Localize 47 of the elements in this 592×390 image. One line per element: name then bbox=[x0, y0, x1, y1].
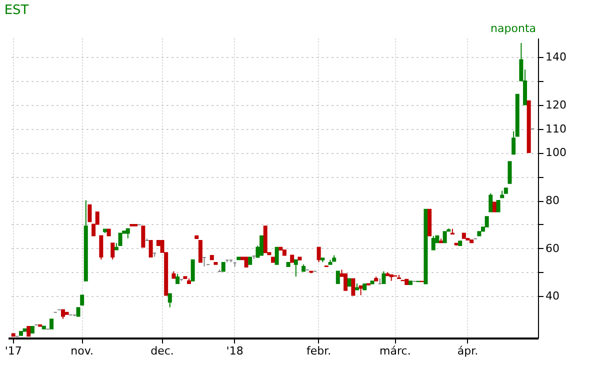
candlestick bbox=[442, 231, 447, 244]
y-tick-label: 110 bbox=[546, 122, 566, 136]
candlestick bbox=[60, 309, 65, 320]
y-tick-label: 40 bbox=[546, 290, 560, 303]
candlestick bbox=[294, 259, 298, 278]
candlestick bbox=[126, 228, 130, 239]
candlestick bbox=[488, 192, 493, 212]
candlestick bbox=[484, 216, 489, 228]
candlestick bbox=[274, 246, 279, 265]
x-tick-label: márc. bbox=[380, 344, 411, 358]
candlestick bbox=[382, 270, 386, 284]
y-tick-label: 100 bbox=[546, 146, 566, 160]
candlestick bbox=[141, 226, 146, 248]
candlestick bbox=[316, 246, 321, 263]
candlestick bbox=[508, 161, 512, 184]
candlestick bbox=[118, 232, 122, 246]
candlestick bbox=[336, 270, 340, 284]
candlestick bbox=[351, 278, 356, 296]
x-tick-label: nov. bbox=[70, 344, 94, 358]
candlestick bbox=[176, 273, 180, 284]
y-tick-label: 80 bbox=[546, 194, 560, 208]
y-tick-label: 140 bbox=[546, 50, 566, 64]
candlestick bbox=[492, 202, 496, 212]
candlestick bbox=[431, 235, 436, 250]
text: naponta bbox=[490, 22, 536, 35]
candlestick bbox=[244, 256, 248, 268]
candlestick bbox=[168, 293, 172, 308]
x-tick-label: '18 bbox=[226, 344, 244, 358]
x-tick-label: '17 bbox=[4, 344, 22, 358]
candlestick bbox=[26, 326, 31, 337]
candlestick bbox=[50, 318, 54, 330]
candlestick bbox=[190, 259, 195, 282]
x-tick-label: ápr. bbox=[457, 344, 478, 358]
x-tick-label: dec. bbox=[150, 344, 174, 358]
candlestick bbox=[148, 240, 153, 258]
candlestick bbox=[496, 200, 500, 212]
candlestick bbox=[99, 235, 104, 260]
candlestick bbox=[198, 240, 202, 263]
candlestick bbox=[110, 242, 115, 260]
candlestick bbox=[358, 285, 363, 296]
candlestick bbox=[344, 273, 348, 291]
x-tick-label: febr. bbox=[306, 344, 332, 358]
candlestick bbox=[88, 204, 92, 222]
candlestick bbox=[260, 235, 264, 256]
y-tick-label: 120 bbox=[546, 98, 566, 112]
y-tick-label: 60 bbox=[546, 242, 560, 255]
chart-title: EST bbox=[4, 3, 29, 18]
